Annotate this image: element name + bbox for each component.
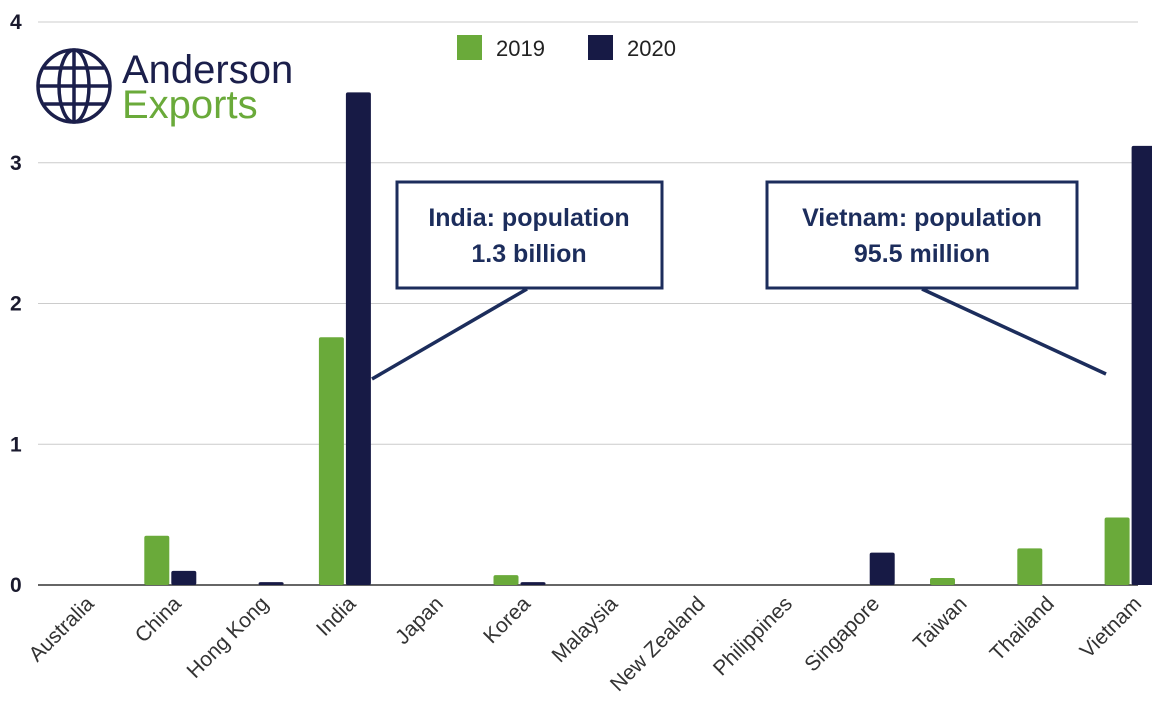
bar-2019-taiwan [930, 577, 955, 585]
callout-box-india [395, 180, 664, 290]
bars [144, 92, 1152, 585]
grid-lines [38, 21, 1138, 586]
legend-swatch-2020 [588, 35, 613, 60]
callout-india: India: population 1.3 billion [371, 180, 664, 381]
legend-label-2019: 2019 [496, 36, 545, 61]
bar-2019-thailand [1017, 548, 1043, 585]
y-tick-label: 4 [10, 11, 22, 34]
callout-line1-india: India: population [428, 204, 629, 232]
y-tick-label: 1 [10, 433, 22, 456]
x-category-label: Vietnam [1076, 592, 1146, 662]
callout-vietnam: Vietnam: population 95.5 million [765, 180, 1107, 376]
x-category-label: India [312, 592, 361, 641]
bar-2020-singapore [869, 552, 895, 585]
x-category-label: Singapore [800, 592, 884, 676]
y-tick-label: 3 [10, 152, 22, 175]
bar-2019-korea [493, 575, 519, 585]
bar-2019-vietnam [1104, 517, 1130, 585]
legend-label-2020: 2020 [627, 36, 676, 61]
logo-text-exports: Exports [122, 83, 258, 127]
bar-2019-china [144, 535, 170, 585]
y-tick-label: 0 [10, 574, 22, 597]
legend: 2019 2020 [457, 35, 676, 61]
bar-2020-hong-kong [258, 582, 284, 585]
callout-line1-vietnam: Vietnam: population [802, 204, 1042, 232]
bar-2020-korea [520, 582, 546, 585]
x-category-label: Korea [479, 592, 535, 648]
callout-box-vietnam [765, 180, 1079, 290]
bar-2020-china [171, 570, 197, 585]
logo: Anderson Exports [36, 48, 293, 127]
x-category-label: Hong Kong [183, 592, 274, 683]
logo-text-anderson: Anderson [122, 48, 293, 92]
x-category-label: Japan [391, 592, 448, 649]
y-tick-label: 2 [10, 293, 22, 316]
callout-pointer-india [371, 287, 528, 381]
callout-pointer-vietnam [921, 287, 1107, 376]
callout-line2-vietnam: 95.5 million [854, 240, 990, 268]
x-category-label: Thailand [986, 592, 1059, 665]
bar-2019-india [318, 337, 344, 585]
callout-line2-india: 1.3 billion [471, 240, 586, 268]
legend-swatch-2019 [457, 35, 482, 60]
x-category-label: Australia [24, 592, 98, 666]
x-category-label: Malaysia [547, 592, 622, 667]
globe-icon [36, 48, 112, 124]
bar-2020-vietnam [1131, 145, 1152, 585]
y-axis-tick-labels: 0 1 2 3 4 [10, 11, 22, 597]
bar-2020-india [345, 92, 371, 585]
x-category-label: Philippines [709, 592, 797, 680]
x-category-label: Taiwan [909, 592, 971, 654]
x-category-label: China [131, 592, 186, 647]
